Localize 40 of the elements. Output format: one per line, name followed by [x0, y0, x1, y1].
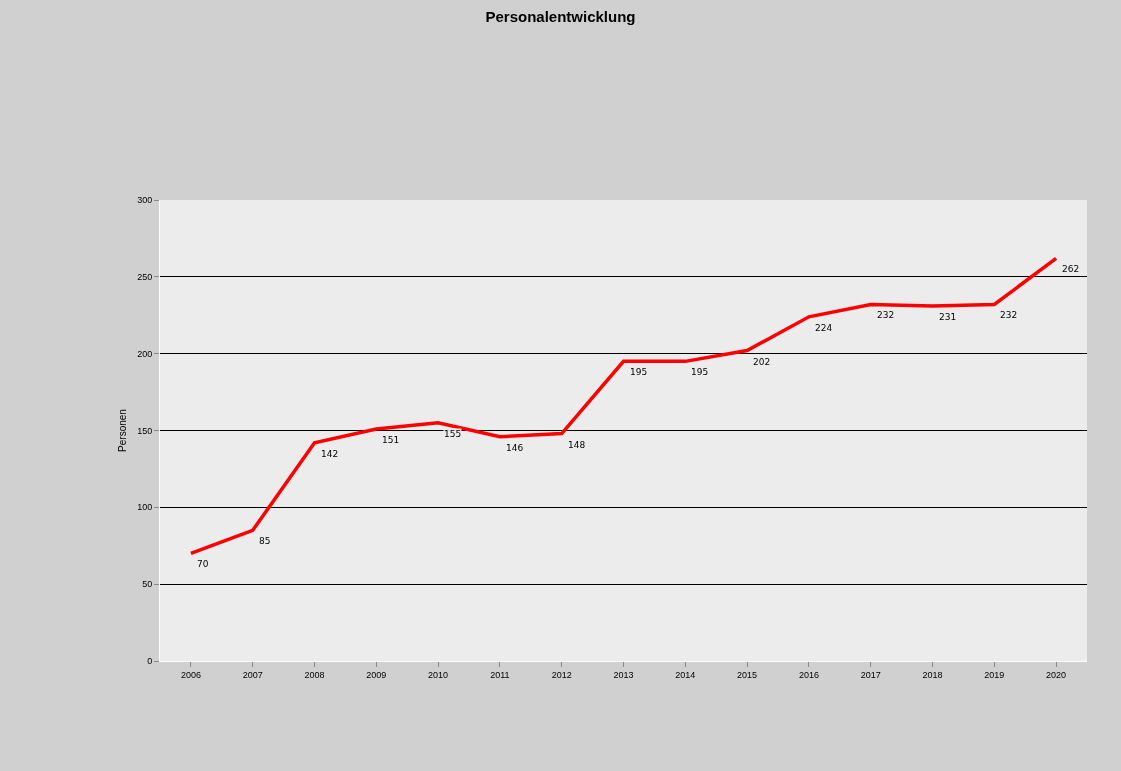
x-tick-label: 2017 [860, 669, 881, 680]
x-tick-label: 2019 [984, 669, 1005, 680]
data-label: 232 [1000, 310, 1018, 320]
data-label: 151 [382, 435, 400, 445]
y-tick-label: 300 [137, 195, 153, 206]
data-label: 85 [259, 536, 271, 546]
data-label: 231 [939, 312, 957, 322]
x-tick-label: 2012 [551, 669, 572, 680]
x-tick-label: 2020 [1046, 669, 1067, 680]
data-label: 224 [815, 323, 833, 333]
x-tick-label: 2010 [428, 669, 449, 680]
x-tick-label: 2015 [737, 669, 758, 680]
x-tick-label: 2007 [242, 669, 263, 680]
data-label: 155 [444, 429, 462, 439]
data-label: 232 [877, 310, 895, 320]
line-series [189, 256, 1058, 556]
x-tick-label: 2006 [180, 669, 201, 680]
data-label: 70 [197, 559, 209, 569]
x-tick-label: 2013 [613, 669, 634, 680]
data-label: 262 [1062, 264, 1080, 274]
y-tick-label: 250 [137, 271, 153, 282]
data-label: 195 [691, 367, 709, 377]
x-tick-label: 2018 [922, 669, 943, 680]
data-label: 148 [568, 440, 586, 450]
data-label: 202 [753, 357, 771, 367]
y-tick-label: 0 [147, 656, 153, 667]
y-tick-label: 50 [142, 579, 153, 590]
data-label: 142 [321, 449, 339, 459]
x-tick-label: 2011 [490, 669, 510, 680]
data-label: 195 [630, 367, 648, 377]
data-label: 146 [506, 443, 524, 453]
x-tick-label: 2014 [675, 669, 696, 680]
y-tick-label: 150 [137, 425, 153, 436]
x-tick-label: 2016 [798, 669, 819, 680]
x-tick-label: 2009 [366, 669, 387, 680]
chart-title: Personalentwicklung [485, 8, 636, 26]
y-axis-title: Personen [117, 409, 129, 452]
y-tick-label: 100 [137, 502, 153, 513]
x-tick-label: 2008 [304, 669, 325, 680]
y-tick-label: 200 [137, 348, 153, 359]
